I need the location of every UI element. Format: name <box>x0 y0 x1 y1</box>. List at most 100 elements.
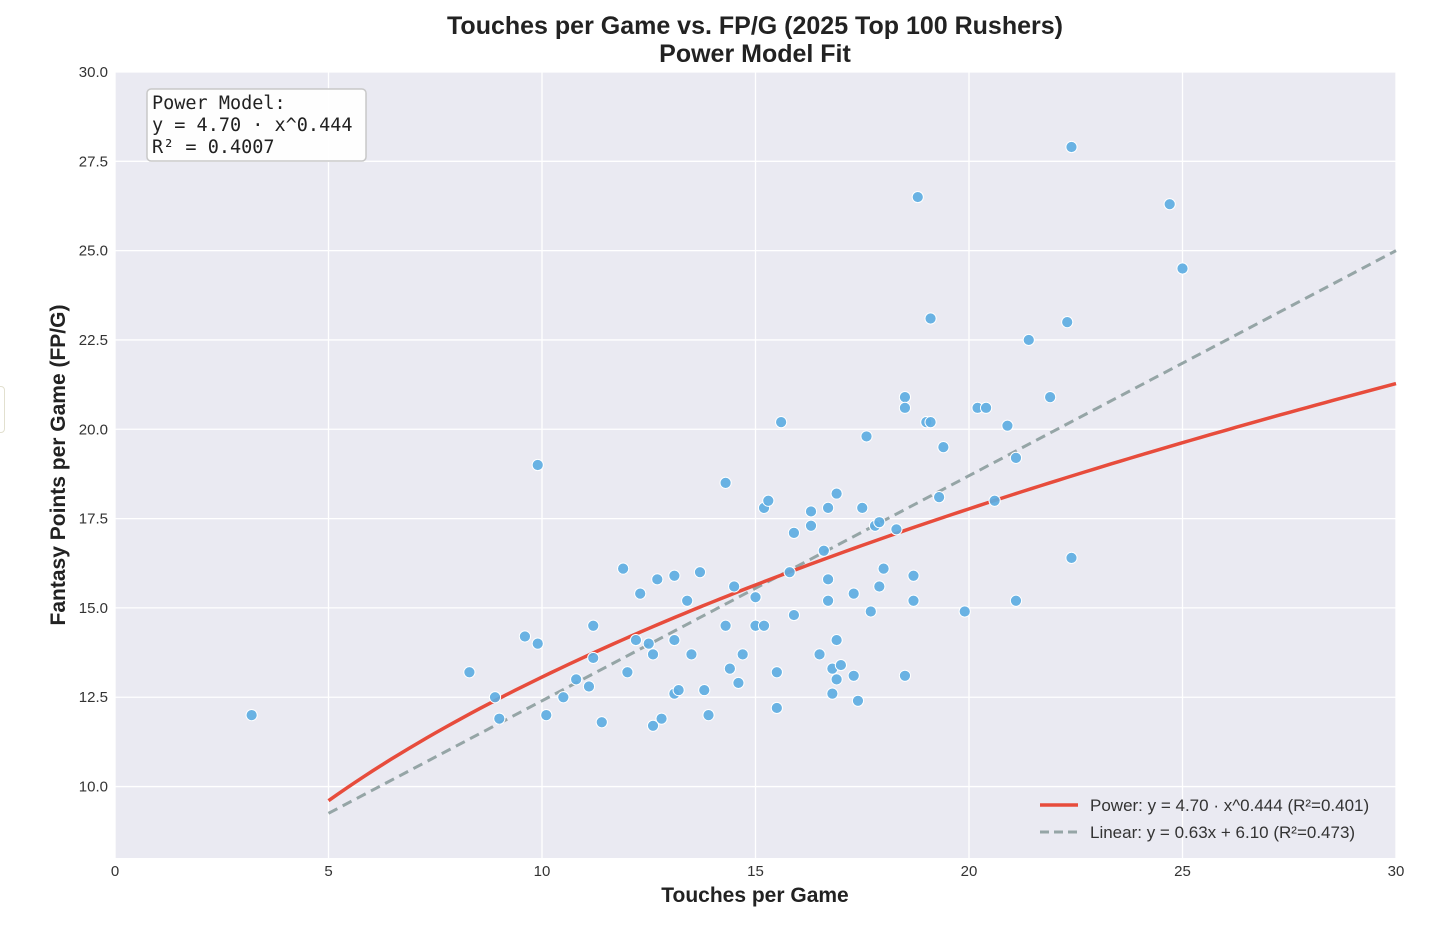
x-axis-label: Touches per Game <box>661 884 849 907</box>
data-point <box>642 637 655 650</box>
data-point <box>937 441 950 454</box>
data-point <box>1022 333 1035 347</box>
data-point <box>582 680 596 693</box>
data-point <box>851 694 865 707</box>
grid-lines <box>114 71 1397 858</box>
data-point <box>890 523 903 536</box>
power-fit-curve <box>327 381 1397 803</box>
data-point <box>634 587 647 600</box>
data-point <box>787 608 801 622</box>
data-point <box>728 580 741 593</box>
data-point <box>762 494 775 507</box>
data-point <box>702 708 715 722</box>
data-point <box>518 630 532 643</box>
annotation-line-1: Power Model: <box>152 93 286 114</box>
data-point <box>877 562 890 575</box>
data-point <box>775 416 788 429</box>
data-point <box>898 669 912 682</box>
data-point <box>488 691 502 704</box>
y-tick-label: 15.0 <box>79 600 108 617</box>
annotation-line-3: R² = 0.4007 <box>152 137 275 158</box>
x-tick-label: 10 <box>534 863 551 880</box>
data-point <box>732 676 745 690</box>
data-point <box>587 619 600 632</box>
data-point <box>821 501 835 514</box>
data-point <box>719 476 732 489</box>
data-points <box>245 140 1189 732</box>
data-point <box>817 544 830 557</box>
data-point <box>834 658 848 672</box>
side-panel-tab[interactable] <box>0 386 5 433</box>
data-point <box>540 708 553 722</box>
x-tick-label: 15 <box>747 863 764 880</box>
data-point <box>1009 594 1023 607</box>
data-point <box>668 569 681 582</box>
data-point <box>847 669 860 682</box>
data-point <box>847 587 860 600</box>
data-point <box>873 516 886 529</box>
data-point <box>672 683 685 697</box>
data-point <box>830 673 843 686</box>
data-point <box>958 605 971 618</box>
data-point <box>557 691 570 704</box>
linear-fit-line <box>327 249 1397 815</box>
data-point <box>595 716 608 729</box>
fit-lines <box>327 249 1397 815</box>
data-point <box>723 662 736 675</box>
x-tick-label: 30 <box>1388 863 1405 880</box>
x-tick-label: 20 <box>961 863 978 880</box>
data-point <box>770 701 783 715</box>
data-point <box>856 501 869 514</box>
chart-title: Touches per Game vs. FP/G (2025 Top 100 … <box>447 12 1063 40</box>
y-tick-label: 12.5 <box>79 689 108 706</box>
data-point <box>245 708 258 722</box>
data-point <box>787 526 801 539</box>
data-point <box>804 505 818 518</box>
y-tick-label: 10.0 <box>79 779 108 796</box>
y-tick-label: 30.0 <box>79 64 108 81</box>
data-point <box>813 648 826 661</box>
data-point <box>531 637 544 650</box>
data-point <box>570 673 583 686</box>
data-point <box>719 619 732 632</box>
data-point <box>907 594 920 607</box>
data-point <box>830 487 843 500</box>
data-point <box>1001 419 1014 432</box>
data-point <box>988 494 1001 507</box>
legend: Power: y = 4.70 · x^0.444 (R²=0.401) Lin… <box>1040 796 1369 842</box>
data-point <box>621 666 634 679</box>
data-point <box>693 566 707 579</box>
y-axis-label: Fantasy Points per Game (FP/G) <box>47 305 70 626</box>
x-tick-label: 5 <box>324 863 332 880</box>
data-point <box>698 683 711 697</box>
x-tick-label: 25 <box>1174 863 1191 880</box>
y-tick-label: 17.5 <box>79 511 108 528</box>
legend-power-label: Power: y = 4.70 · x^0.444 (R²=0.401) <box>1090 796 1369 815</box>
data-point <box>860 430 873 443</box>
data-point <box>749 591 762 604</box>
chart-subtitle: Power Model Fit <box>659 40 851 68</box>
data-point <box>1009 451 1023 464</box>
data-point <box>830 633 843 647</box>
annotation-line-2: y = 4.70 · x^0.444 <box>152 115 352 136</box>
data-point <box>651 573 664 586</box>
data-point <box>681 594 694 607</box>
data-point <box>646 719 660 732</box>
data-point <box>493 712 506 725</box>
data-point <box>898 401 912 414</box>
data-point <box>907 569 920 582</box>
data-point <box>1176 262 1189 275</box>
data-point <box>821 573 835 586</box>
data-point <box>646 648 660 661</box>
y-tick-label: 25.0 <box>79 243 108 260</box>
data-point <box>655 712 668 725</box>
data-point <box>629 633 643 647</box>
model-annotation: Power Model: y = 4.70 · x^0.444 R² = 0.4… <box>146 88 367 162</box>
data-point <box>668 633 681 647</box>
data-point <box>685 648 698 661</box>
data-point <box>924 312 937 325</box>
data-point <box>1065 551 1078 564</box>
data-point <box>898 391 912 404</box>
data-point <box>587 651 600 665</box>
